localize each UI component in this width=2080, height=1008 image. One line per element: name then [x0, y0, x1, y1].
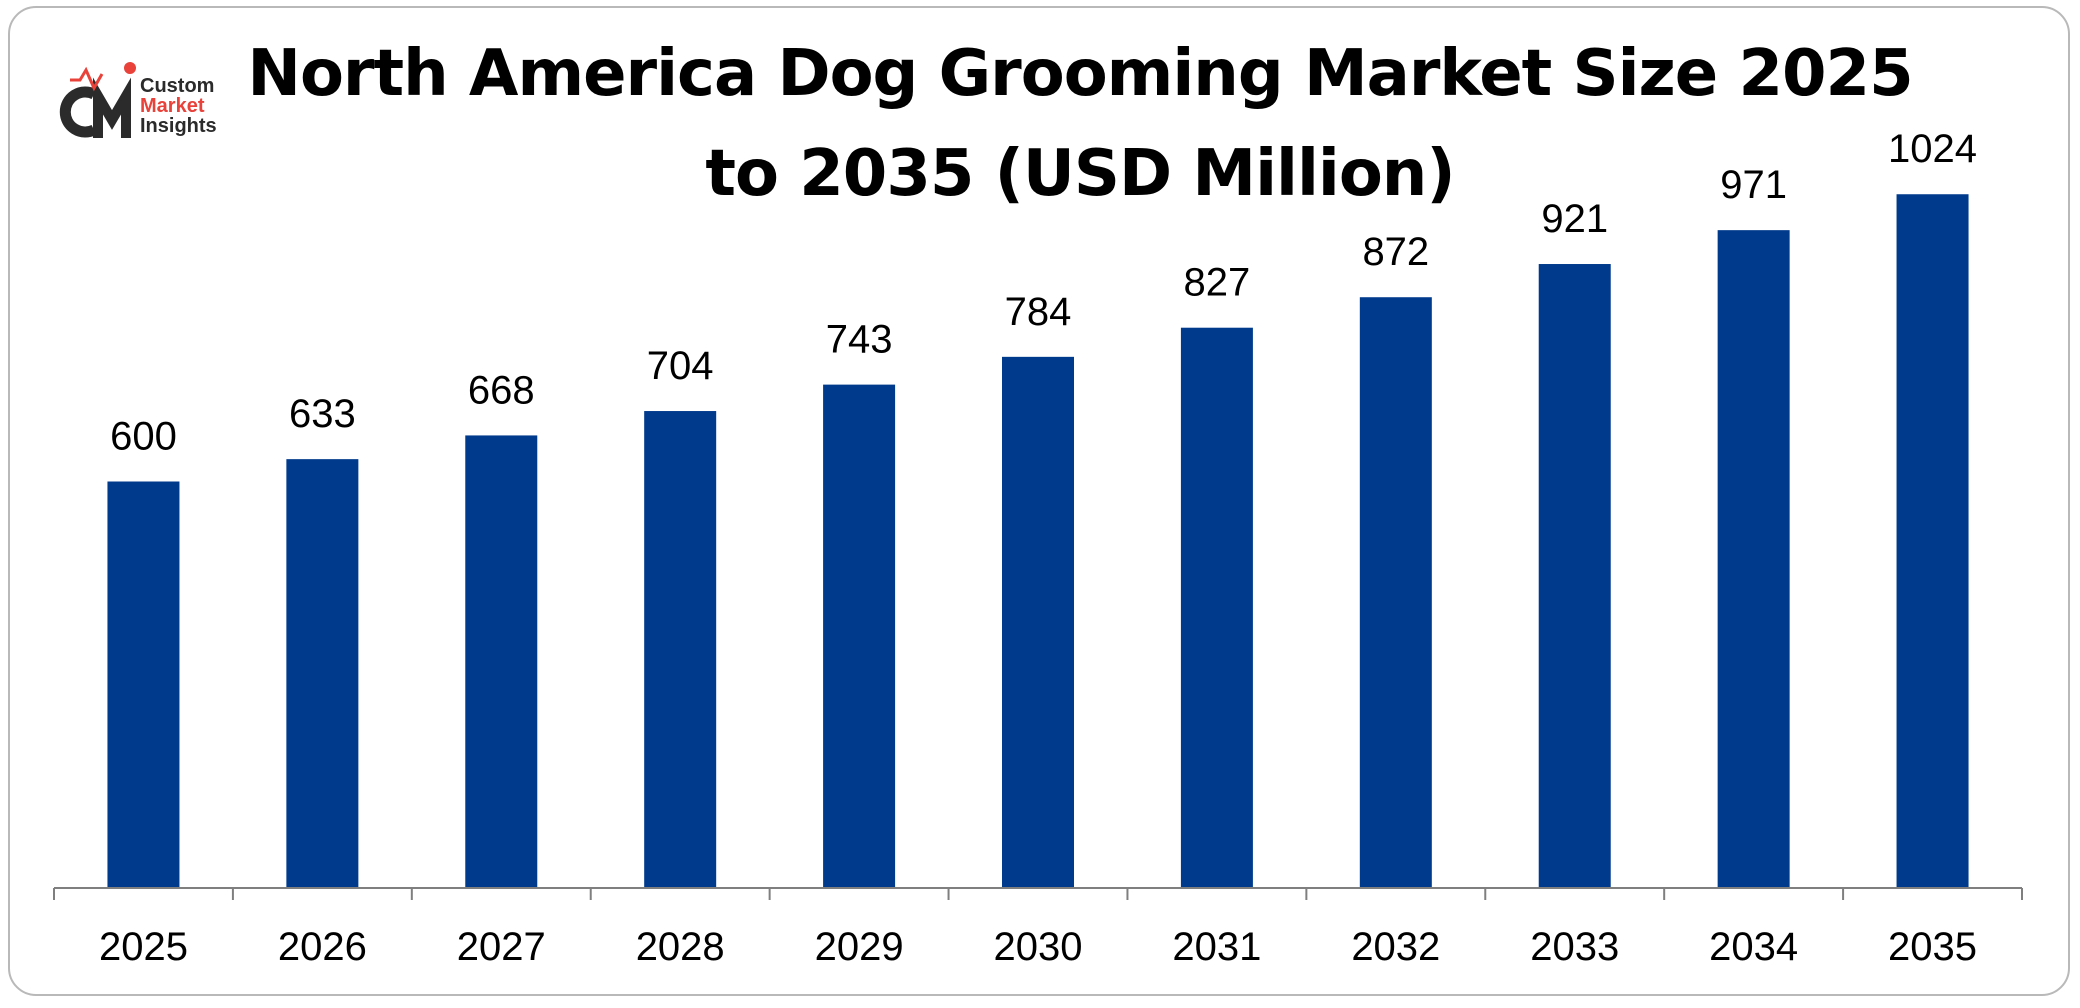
data-label-2033: 921: [1541, 197, 1608, 241]
bar-2028: [644, 411, 717, 888]
bar-2031: [1180, 327, 1253, 888]
category-label-2034: 2034: [1709, 925, 1798, 969]
data-label-2027: 668: [468, 368, 535, 412]
category-label-2025: 2025: [99, 925, 188, 969]
bar-2035: [1896, 194, 1969, 889]
category-label-2028: 2028: [636, 925, 725, 969]
data-label-2026: 633: [289, 392, 356, 436]
chart-title-line-2: to 2035 (USD Million): [705, 137, 1455, 211]
data-label-2035: 1024: [1888, 127, 1977, 171]
category-label-2031: 2031: [1172, 925, 1261, 969]
bar-2025: [107, 481, 180, 888]
data-label-2034: 971: [1720, 163, 1787, 207]
x-axis: [53, 887, 2023, 900]
bar-2029: [823, 384, 896, 888]
bar-2033: [1538, 264, 1611, 889]
data-label-2032: 872: [1362, 230, 1429, 274]
category-label-2032: 2032: [1351, 925, 1440, 969]
logo-mark-icon: [59, 62, 136, 138]
chart-title-line-1: North America Dog Grooming Market Size 2…: [247, 37, 1913, 111]
logo-text-custom: Custom: [140, 75, 215, 97]
data-label-2025: 600: [110, 415, 177, 459]
category-labels: 2025 2026 2027 2028 2029 2030 2031 2032 2033 2034…: [99, 925, 1977, 969]
bar-2030: [1002, 356, 1074, 889]
chart-title: North America Dog Grooming Market Size 2…: [230, 24, 1930, 224]
category-label-2026: 2026: [278, 925, 367, 969]
bar-2027: [465, 435, 538, 888]
data-label-2030: 784: [1005, 290, 1072, 334]
bar-series: [107, 194, 1969, 889]
category-label-2035: 2035: [1888, 925, 1977, 969]
bar-2026: [286, 459, 359, 888]
data-label-2031: 827: [1184, 261, 1251, 305]
logo-text-insights: Insights: [140, 115, 217, 137]
logo-text-market: Market: [140, 95, 205, 117]
category-label-2029: 2029: [815, 925, 904, 969]
category-label-2033: 2033: [1530, 925, 1619, 969]
bar-2032: [1359, 297, 1432, 889]
category-label-2030: 2030: [994, 925, 1083, 969]
data-label-2028: 704: [647, 344, 714, 388]
value-labels: 600 633 668 704 743 784 827 872 921 971 1024: [110, 127, 1977, 458]
company-logo: Custom Market Insights: [50, 58, 240, 146]
category-label-2027: 2027: [457, 925, 546, 969]
data-label-2029: 743: [826, 318, 893, 362]
bar-2034: [1717, 230, 1790, 888]
